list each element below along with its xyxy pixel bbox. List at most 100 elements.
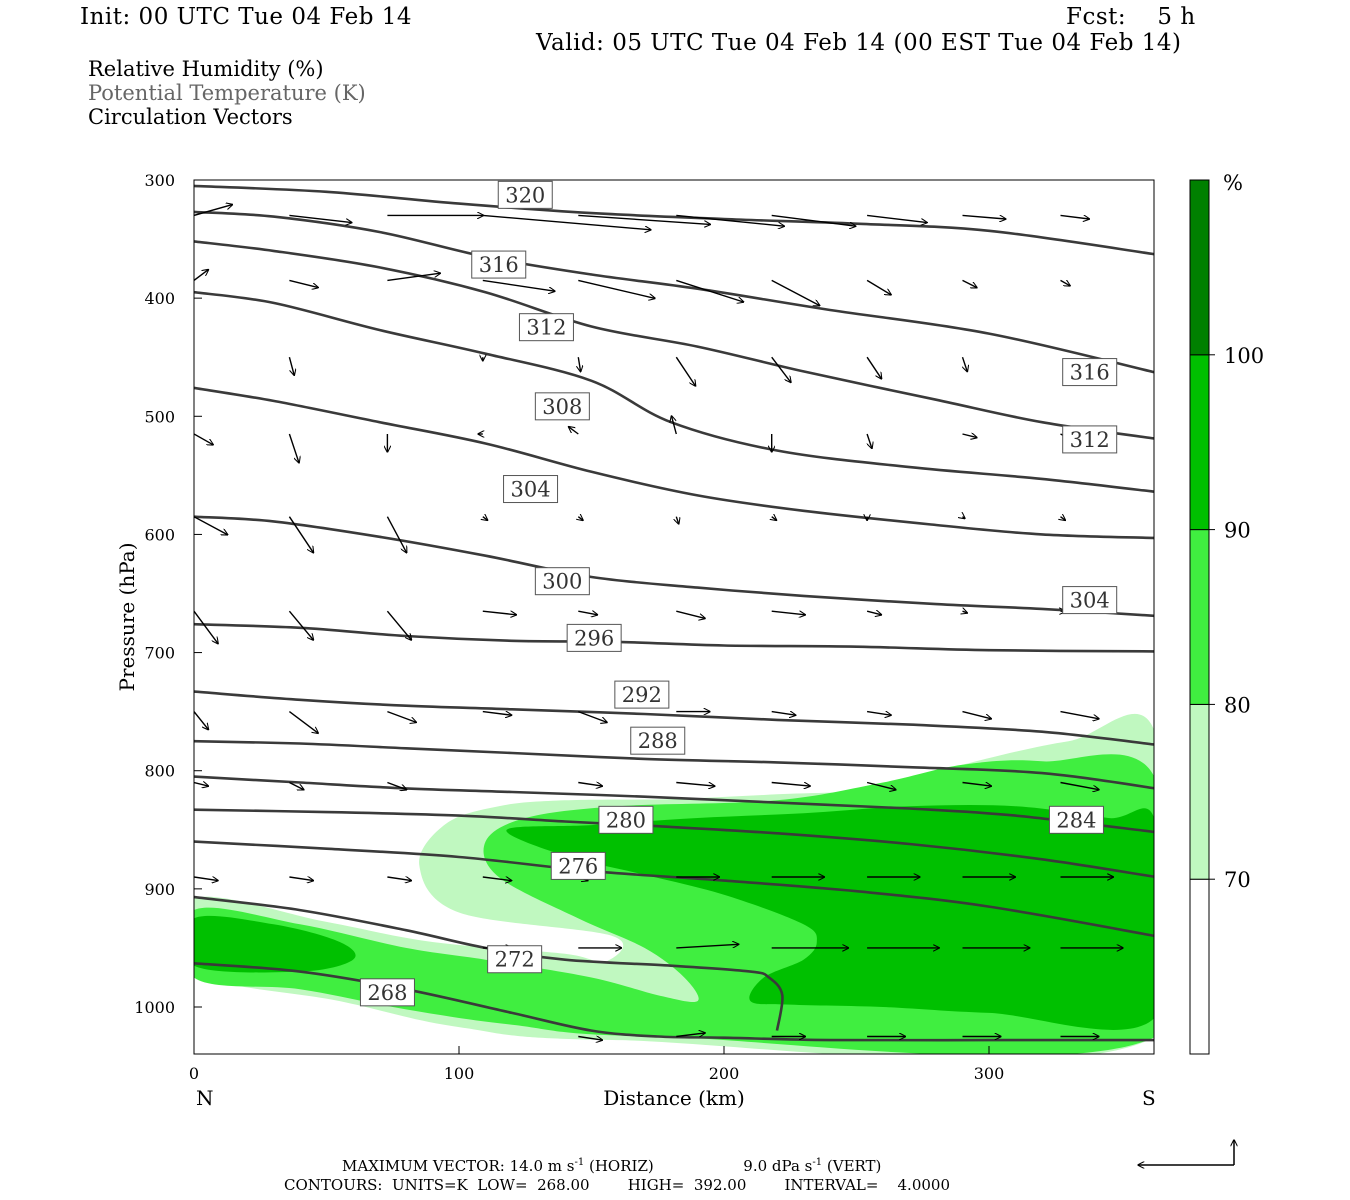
max-vector-text: MAXIMUM VECTOR: 14.0 m s (342, 1157, 575, 1175)
theta-label-text: 288 (638, 729, 678, 753)
circulation-vector (288, 357, 294, 375)
circulation-vector (866, 712, 891, 716)
theta-label-272: 272 (487, 945, 543, 974)
circulation-vector (194, 205, 232, 217)
theta-contour-276 (194, 840, 1154, 938)
init-time: Init: 00 UTC Tue 04 Feb 14 (80, 4, 413, 30)
theta-label-288: 288 (630, 726, 686, 755)
theta-label-text: 312 (526, 316, 566, 340)
circulation-vector (867, 214, 927, 222)
colorbar-segment (1189, 354, 1210, 531)
theta-label-320: 320 (497, 180, 553, 209)
rh-shade-90 (506, 804, 1154, 1030)
circulation-vector (482, 610, 517, 615)
contour-info: CONTOURS: UNITS=K LOW= 268.00 HIGH= 392.… (284, 1176, 950, 1194)
circulation-vector (1060, 214, 1090, 219)
theta-contour-280 (194, 808, 1154, 879)
circulation-vector (676, 781, 714, 787)
circulation-vector (386, 516, 406, 553)
circulation-vector (387, 710, 416, 723)
circulation-vector (676, 944, 738, 949)
theta-label-300: 300 (534, 567, 590, 596)
circulation-vector (1060, 710, 1100, 719)
y-tick-label: 600 (144, 525, 175, 544)
x-tick-label: 0 (189, 1064, 199, 1083)
circulation-vector (1060, 280, 1071, 285)
colorbar-segment (1189, 529, 1210, 705)
theta-label-268: 268 (359, 978, 415, 1007)
valid-time: Valid: 05 UTC Tue 04 Feb 14 (00 EST Tue … (536, 30, 1182, 56)
forecast-hour: Fcst: 5 h (1066, 4, 1196, 30)
x-tick-label: 100 (444, 1064, 475, 1083)
theta-contour-296 (194, 622, 1154, 653)
x-tick-label: 300 (974, 1064, 1005, 1083)
circulation-vector (482, 876, 512, 881)
circulation-vector (578, 710, 607, 723)
theta-label-text: 296 (574, 626, 614, 650)
legend-rh: Relative Humidity (%) (88, 57, 324, 81)
y-tick-label: 500 (144, 407, 175, 426)
circulation-vector (289, 781, 303, 790)
circulation-vector (578, 279, 655, 298)
x-tick-label: 200 (709, 1064, 740, 1083)
circulation-vector (387, 273, 440, 282)
theta-contour-292 (194, 690, 1154, 746)
colorbar-segment (1189, 703, 1210, 880)
theta-label-284: 284 (1048, 805, 1104, 834)
max-vector-vert: (VERT) (826, 1157, 882, 1175)
circulation-vector (962, 214, 1006, 219)
y-tick-label: 300 (144, 171, 175, 190)
y-tick-label: 700 (144, 644, 175, 663)
circulation-vector (578, 517, 583, 521)
colorbar-label: 100 (1224, 344, 1264, 368)
circulation-vector (194, 877, 218, 881)
circulation-vector (676, 1033, 705, 1038)
circulation-vector (1061, 517, 1066, 521)
legend-vectors: Circulation Vectors (88, 105, 293, 129)
circulation-vector (676, 610, 705, 618)
circulation-vector (771, 279, 820, 305)
theta-label-text: 300 (542, 570, 582, 594)
circulation-vector (288, 516, 313, 553)
circulation-vector (387, 877, 411, 881)
max-vector-vert-val: 9.0 dPa s (743, 1157, 813, 1175)
theta-contour-312 (194, 240, 1154, 440)
circulation-vector (676, 214, 784, 226)
theta-label-text: 272 (495, 948, 535, 972)
theta-contour-308 (194, 290, 1154, 493)
circulation-vector (194, 270, 208, 281)
circulation-vector (771, 781, 810, 787)
y-tick-label: 1000 (134, 998, 175, 1017)
theta-contour-304 (194, 386, 1154, 540)
circulation-vector (866, 781, 896, 790)
theta-label-276: 276 (550, 851, 606, 880)
theta-label-304: 304 (503, 475, 559, 504)
south-end-label: S (1142, 1086, 1156, 1110)
circulation-vector (771, 214, 856, 226)
theta-label-text: 276 (558, 854, 598, 878)
theta-contour-320 (194, 184, 1154, 256)
circulation-vector (288, 711, 318, 734)
circulation-vector (289, 214, 351, 222)
circulation-vector (1156, 343, 1161, 357)
circulation-vector (194, 516, 228, 535)
circulation-vector (866, 611, 881, 615)
x-axis-label: Distance (km) (603, 1086, 745, 1110)
circulation-vector (194, 783, 208, 787)
theta-label-text: 316 (1070, 361, 1110, 385)
circulation-vector (578, 1037, 602, 1041)
y-axis-label: Pressure (hPa) (115, 543, 139, 692)
y-tick-label: 900 (144, 880, 175, 899)
colorbar-segment (1189, 878, 1210, 1055)
circulation-vector (386, 610, 411, 640)
max-vector-vert-exp: -1 (812, 1157, 823, 1168)
theta-label-text: 312 (1070, 428, 1110, 452)
circulation-vector (482, 214, 651, 229)
circulation-vector (866, 279, 891, 294)
legend-theta: Potential Temperature (K) (88, 81, 366, 105)
circulation-vector (771, 356, 791, 382)
reference-vector (1138, 1140, 1234, 1165)
max-vector-horiz: (HORIZ) (589, 1157, 654, 1175)
theta-label-text: 304 (511, 478, 551, 502)
theta-label-296: 296 (566, 623, 622, 652)
